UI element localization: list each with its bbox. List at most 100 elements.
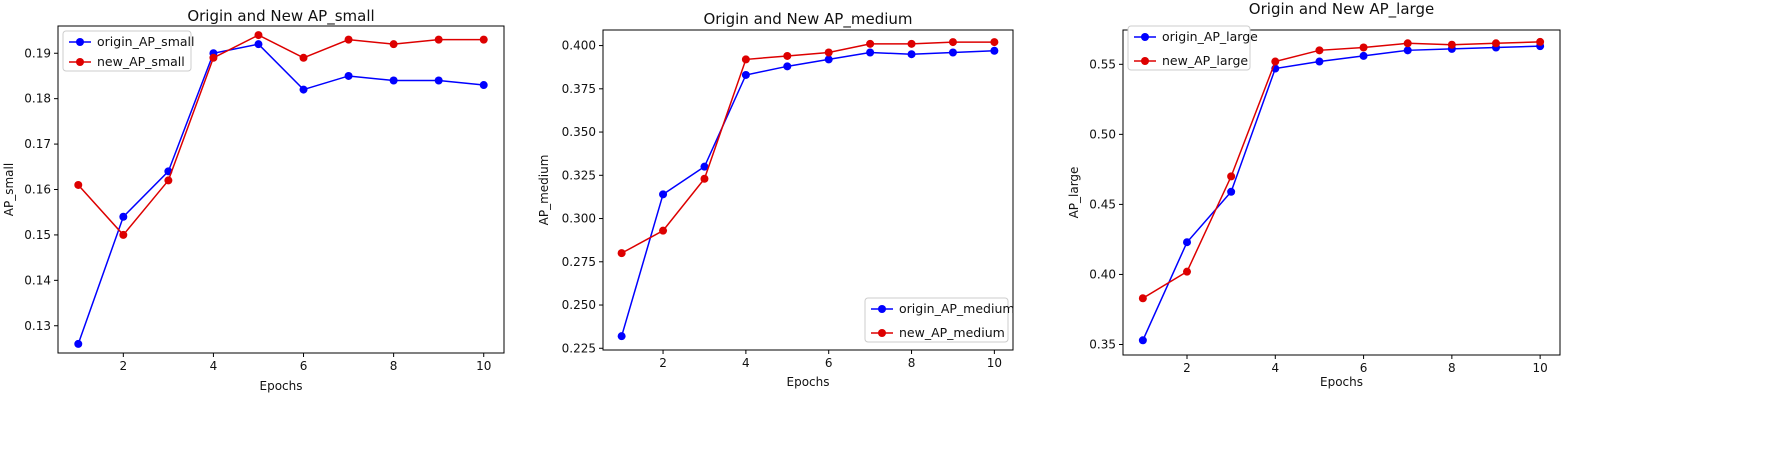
legend-marker [76,38,84,46]
y-tick-label: 0.55 [1089,57,1116,71]
series-origin_AP_large [1138,42,1545,345]
data-point [254,40,263,49]
y-tick-label: 0.300 [562,212,596,226]
data-point [659,190,668,199]
series-origin_AP_small [74,40,488,348]
data-point [741,70,750,79]
series-line [1142,41,1541,299]
data-point [866,39,875,48]
legend-marker [1141,57,1149,65]
legend-box [62,30,192,72]
data-point [907,50,916,59]
chart-title: Origin and New AP_medium [703,10,912,29]
series-line [1142,45,1541,341]
data-point [990,46,999,55]
y-tick-label: 0.15 [24,228,51,242]
x-tick-label: 6 [1360,361,1368,375]
legend-label: origin_AP_large [1162,29,1258,44]
data-point [1403,46,1412,55]
chart-ap-small: Origin and New AP_small 2 4 6 8 10 0.13 0.14 0.1… [2,7,505,393]
y-tick-label: 0.16 [24,183,51,197]
data-point [948,48,957,57]
legend-marker [878,305,886,313]
data-point [1359,51,1368,60]
data-point [74,180,83,189]
data-point [479,35,488,44]
data-point [1491,39,1500,48]
data-point [389,40,398,49]
plot-frame [602,29,1014,351]
legend: origin_AP_medium new_AP_medium [864,297,1015,343]
data-point [1227,187,1236,196]
legend-marker [878,329,886,337]
data-point [741,55,750,64]
legend-box [1127,25,1251,71]
legend-label: origin_AP_small [97,34,194,49]
x-tick-label: 4 [742,356,750,370]
x-tick-label: 10 [476,359,491,373]
chart-ap-medium: Origin and New AP_medium 2 4 6 8 10 0.225 0.250… [537,10,1015,389]
x-tick-label: 4 [1271,361,1279,375]
data-point [948,38,957,47]
x-tick-label: 8 [908,356,916,370]
data-point [1315,46,1324,55]
chart-title: Origin and New AP_small [187,7,374,26]
y-tick-label: 0.18 [24,92,51,106]
data-point [164,176,173,185]
data-point [119,212,128,221]
x-axis-label: Epochs [787,375,830,389]
data-point [907,39,916,48]
data-point [1138,294,1147,303]
y-tick-label: 0.350 [562,125,596,139]
x-tick-label: 10 [1532,361,1547,375]
series-new_AP_medium [617,38,999,258]
chart-title: Origin and New AP_large [1249,0,1434,19]
y-tick-label: 0.35 [1089,337,1116,351]
legend-label: new_AP_large [1162,53,1248,68]
data-point [783,62,792,71]
x-axis-label: Epochs [260,379,303,393]
x-tick-label: 6 [300,359,308,373]
data-point [617,249,626,258]
data-point [389,76,398,85]
x-tick-label: 8 [390,359,398,373]
data-point [1359,43,1368,52]
x-axis-label: Epochs [1320,375,1363,389]
data-point [1271,57,1280,66]
data-point [659,226,668,235]
y-tick-label: 0.275 [562,255,596,269]
y-tick-label: 0.13 [24,319,51,333]
series-line [77,43,484,345]
data-point [824,48,833,57]
data-point [299,53,308,62]
y-tick-label: 0.19 [24,46,51,60]
x-tick-label: 2 [659,356,667,370]
data-point [209,53,218,62]
y-axis-label: AP_large [1067,167,1081,219]
y-tick-label: 0.250 [562,298,596,312]
y-tick-label: 0.14 [24,273,51,287]
legend: origin_AP_small new_AP_small [62,30,194,72]
y-tick-label: 0.325 [562,168,596,182]
legend-marker [76,58,84,66]
y-tick-label: 0.225 [562,341,596,355]
data-point [617,332,626,341]
x-tick-label: 2 [120,359,128,373]
x-tick-label: 2 [1183,361,1191,375]
y-tick-label: 0.400 [562,39,596,53]
data-point [824,55,833,64]
plot-frame [1122,29,1561,356]
legend-label: new_AP_small [97,54,185,69]
series-new_AP_small [74,31,488,239]
y-axis-label: AP_small [2,163,16,216]
data-point [1315,57,1324,66]
data-point [1536,37,1545,46]
series-origin_AP_medium [617,46,999,341]
series-line [77,34,484,237]
data-point [1138,336,1147,345]
legend-label: origin_AP_medium [899,301,1015,316]
data-point [434,76,443,85]
legend-label: new_AP_medium [899,325,1005,340]
data-point [299,85,308,94]
data-point [254,31,263,40]
